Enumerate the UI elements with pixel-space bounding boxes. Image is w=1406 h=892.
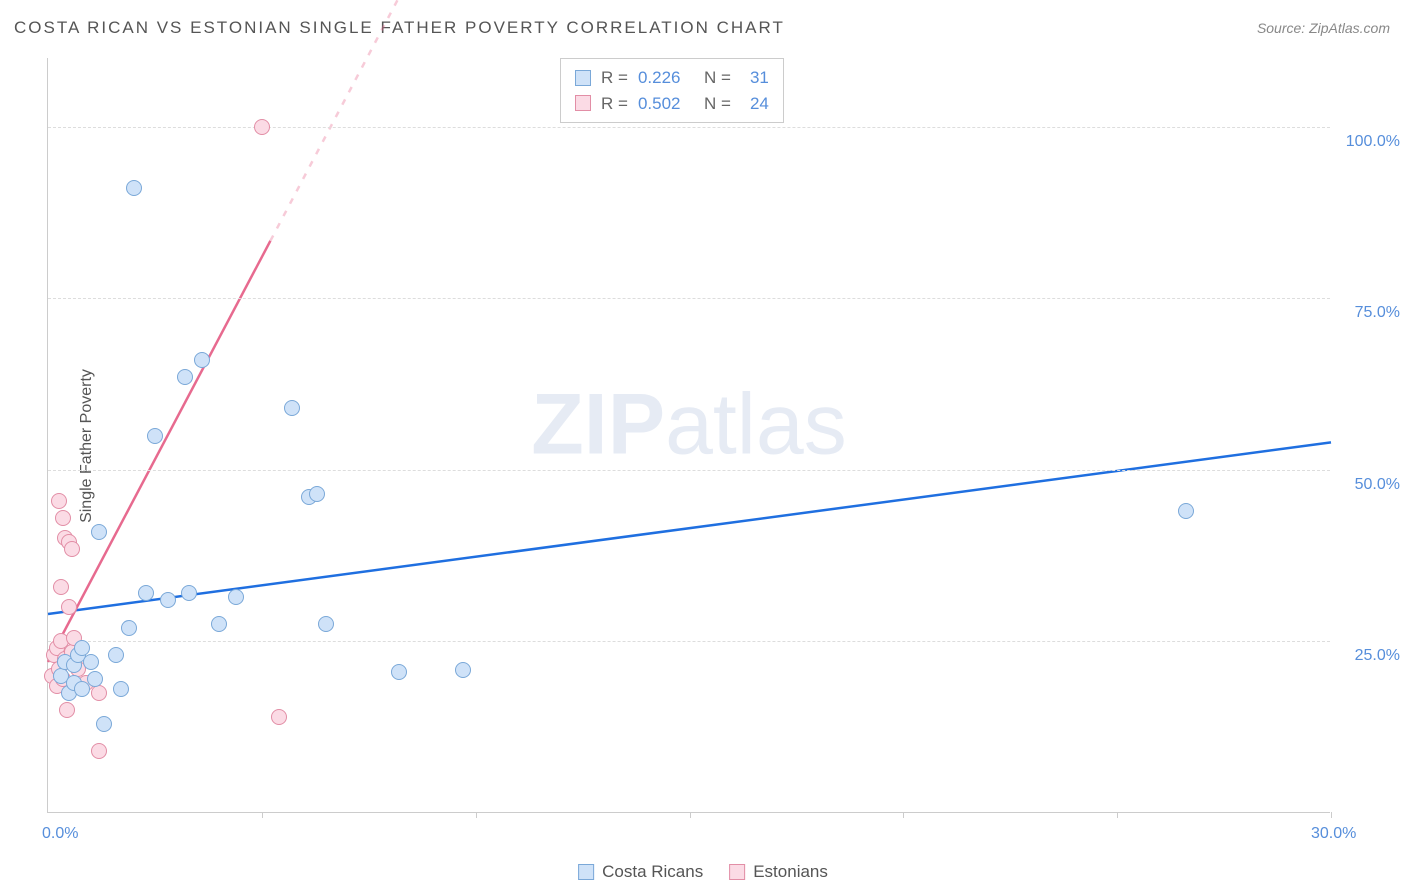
data-point [59,702,75,718]
y-tick-label: 100.0% [1340,133,1400,151]
n-label: N = [704,91,731,117]
x-tick [262,812,263,818]
watermark-rest: atlas [665,377,847,473]
data-point [126,180,142,196]
plot-area: ZIPatlas 25.0%50.0%75.0%100.0%0.0%30.0% [47,58,1330,813]
data-point [147,428,163,444]
x-tick [1331,812,1332,818]
data-point [181,585,197,601]
data-point [391,664,407,680]
data-point [53,579,69,595]
data-point [177,369,193,385]
legend-item: Costa Ricans [578,862,703,882]
r-value: 0.226 [638,65,694,91]
data-point [271,709,287,725]
legend-swatch [578,864,594,880]
gridline [48,298,1330,299]
data-point [91,685,107,701]
data-point [61,599,77,615]
source-attribution: Source: ZipAtlas.com [1257,20,1390,36]
watermark: ZIPatlas [531,376,846,475]
data-point [96,716,112,732]
x-tick-label: 0.0% [42,825,78,843]
chart-container: COSTA RICAN VS ESTONIAN SINGLE FATHER PO… [0,0,1406,892]
r-value: 0.502 [638,91,694,117]
data-point [228,589,244,605]
stats-row: R = 0.502 N = 24 [575,91,769,117]
data-point [91,743,107,759]
legend-swatch [729,864,745,880]
legend-item: Estonians [729,862,828,882]
x-tick-label: 30.0% [1311,825,1356,843]
data-point [194,352,210,368]
data-point [51,493,67,509]
data-point [55,510,71,526]
stats-legend: R = 0.226 N = 31 R = 0.502 N = 24 [560,58,784,123]
y-tick-label: 75.0% [1340,304,1400,322]
watermark-bold: ZIP [531,377,665,473]
data-point [318,616,334,632]
x-tick [903,812,904,818]
trend-lines [48,58,1331,813]
data-point [138,585,154,601]
data-point [211,616,227,632]
y-tick-label: 50.0% [1340,476,1400,494]
data-point [64,541,80,557]
gridline [48,127,1330,128]
data-point [113,681,129,697]
legend-swatch [575,70,591,86]
stats-row: R = 0.226 N = 31 [575,65,769,91]
bottom-legend: Costa Ricans Estonians [578,862,828,882]
data-point [91,524,107,540]
x-tick [476,812,477,818]
r-label: R = [601,91,628,117]
data-point [83,654,99,670]
legend-swatch [575,95,591,111]
x-tick [1117,812,1118,818]
n-value: 31 [741,65,769,91]
legend-label: Estonians [753,862,828,882]
r-label: R = [601,65,628,91]
gridline [48,641,1330,642]
data-point [284,400,300,416]
data-point [108,647,124,663]
x-tick [690,812,691,818]
data-point [121,620,137,636]
data-point [309,486,325,502]
data-point [254,119,270,135]
data-point [455,662,471,678]
n-label: N = [704,65,731,91]
chart-title: COSTA RICAN VS ESTONIAN SINGLE FATHER PO… [14,18,785,38]
data-point [87,671,103,687]
legend-label: Costa Ricans [602,862,703,882]
data-point [1178,503,1194,519]
data-point [160,592,176,608]
gridline [48,470,1330,471]
n-value: 24 [741,91,769,117]
y-tick-label: 25.0% [1340,647,1400,665]
